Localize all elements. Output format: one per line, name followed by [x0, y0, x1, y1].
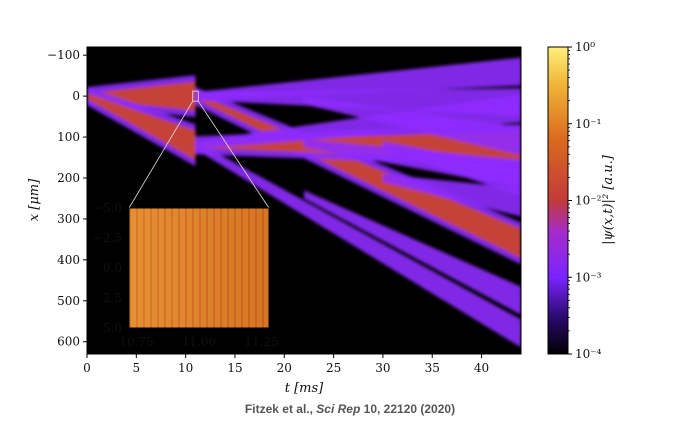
beam-strong: [87, 81, 196, 112]
y-axis-label: x [μm]: [27, 178, 42, 221]
citation-volume: 10: [363, 402, 378, 416]
colorbar-tick-label: 10⁰: [575, 40, 595, 54]
y-tick-label: 400: [57, 253, 80, 267]
inset-y-tick-label: 5.0: [103, 321, 122, 335]
y-tick-label: 500: [57, 294, 80, 308]
x-tick-label: 10: [178, 361, 193, 375]
inset-y-tick-label: 2.5: [103, 291, 122, 305]
main-axes: 0 5 10 15 20 25 30 35 40 −100 0 100 200 300 400 500 600…: [27, 46, 522, 396]
inset-axes: 10.75 11.00 11.25 −5.0 −2.5 0.0 2.5 5.0: [93, 201, 279, 349]
x-axis-label: t [ms]: [285, 381, 324, 396]
y-ticks: −100 0 100 200 300 400 500 600: [47, 48, 87, 349]
inset-shading: [129, 208, 269, 328]
inset-x-ticks: 10.75 11.00 11.25: [119, 328, 279, 349]
y-tick-label: −100: [47, 48, 80, 62]
citation-authors: Fitzek et al.,: [244, 402, 313, 416]
plot-frame: [86, 46, 522, 355]
beam-weak: [382, 141, 521, 197]
inset-x-tick-label: 11.00: [182, 335, 216, 349]
x-ticks: 0 5 10 15 20 25 30 35 40: [83, 354, 489, 375]
x-tick-label: 35: [425, 361, 440, 375]
y-tick-label: 300: [57, 212, 80, 226]
zoom-line-left: [128, 100, 194, 209]
x-tick-label: 5: [132, 361, 140, 375]
x-tick-label: 15: [227, 361, 242, 375]
x-tick-label: 0: [83, 361, 91, 375]
citation-journal: Sci Rep: [316, 402, 361, 416]
colorbar-tick-label: 10⁻¹: [575, 117, 601, 131]
beam-layer: [87, 57, 521, 348]
x-tick-label: 20: [277, 361, 292, 375]
y-tick-label: 600: [57, 335, 80, 349]
beam-weak: [195, 141, 521, 348]
beam-weak: [195, 57, 521, 101]
colorbar-label: |ψ(x,t)|² [a.u.]: [601, 154, 616, 245]
colorbar-tick-label: 10⁻³: [575, 270, 602, 284]
inset-y-tick-label: −5.0: [93, 201, 122, 215]
x-tick-label: 40: [474, 361, 489, 375]
colorbar: 10⁻⁴ 10⁻³ 10⁻² 10⁻¹ 10⁰ |ψ(x,t)|² [a.u.]: [547, 40, 616, 361]
beam-weak: [195, 94, 521, 150]
beam-weak: [304, 190, 521, 315]
zoom-region-box: [192, 90, 199, 102]
y-tick-label: 200: [57, 171, 80, 185]
inset-x-tick-label: 11.25: [244, 335, 278, 349]
beam-weak: [382, 173, 521, 217]
inset-y-tick-label: −2.5: [93, 231, 122, 245]
inset-x-tick-label: 10.75: [119, 335, 153, 349]
x-tick-label: 30: [375, 361, 390, 375]
citation-rest: , 22120 (2020): [377, 402, 456, 416]
inset-y-tick-label: 0.0: [103, 261, 122, 275]
colorbar-ticks: 10⁻⁴ 10⁻³ 10⁻² 10⁻¹ 10⁰: [568, 40, 602, 361]
colorbar-gradient: [547, 46, 569, 355]
y-tick-label: 100: [57, 130, 80, 144]
beam-strong: [87, 93, 196, 161]
beam-weak: [304, 96, 521, 156]
colorbar-tick-label: 10⁻⁴: [575, 347, 602, 361]
zoom-line-right: [197, 100, 270, 209]
inset-y-ticks: −5.0 −2.5 0.0 2.5 5.0: [93, 201, 129, 335]
colorbar-tick-label: 10⁻²: [575, 194, 602, 208]
citation: Fitzek et al., Sci Rep 10, 22120 (2020): [0, 402, 700, 416]
zoom-connector-lines: [128, 90, 270, 209]
x-tick-label: 25: [326, 361, 341, 375]
y-tick-label: 0: [72, 89, 80, 103]
